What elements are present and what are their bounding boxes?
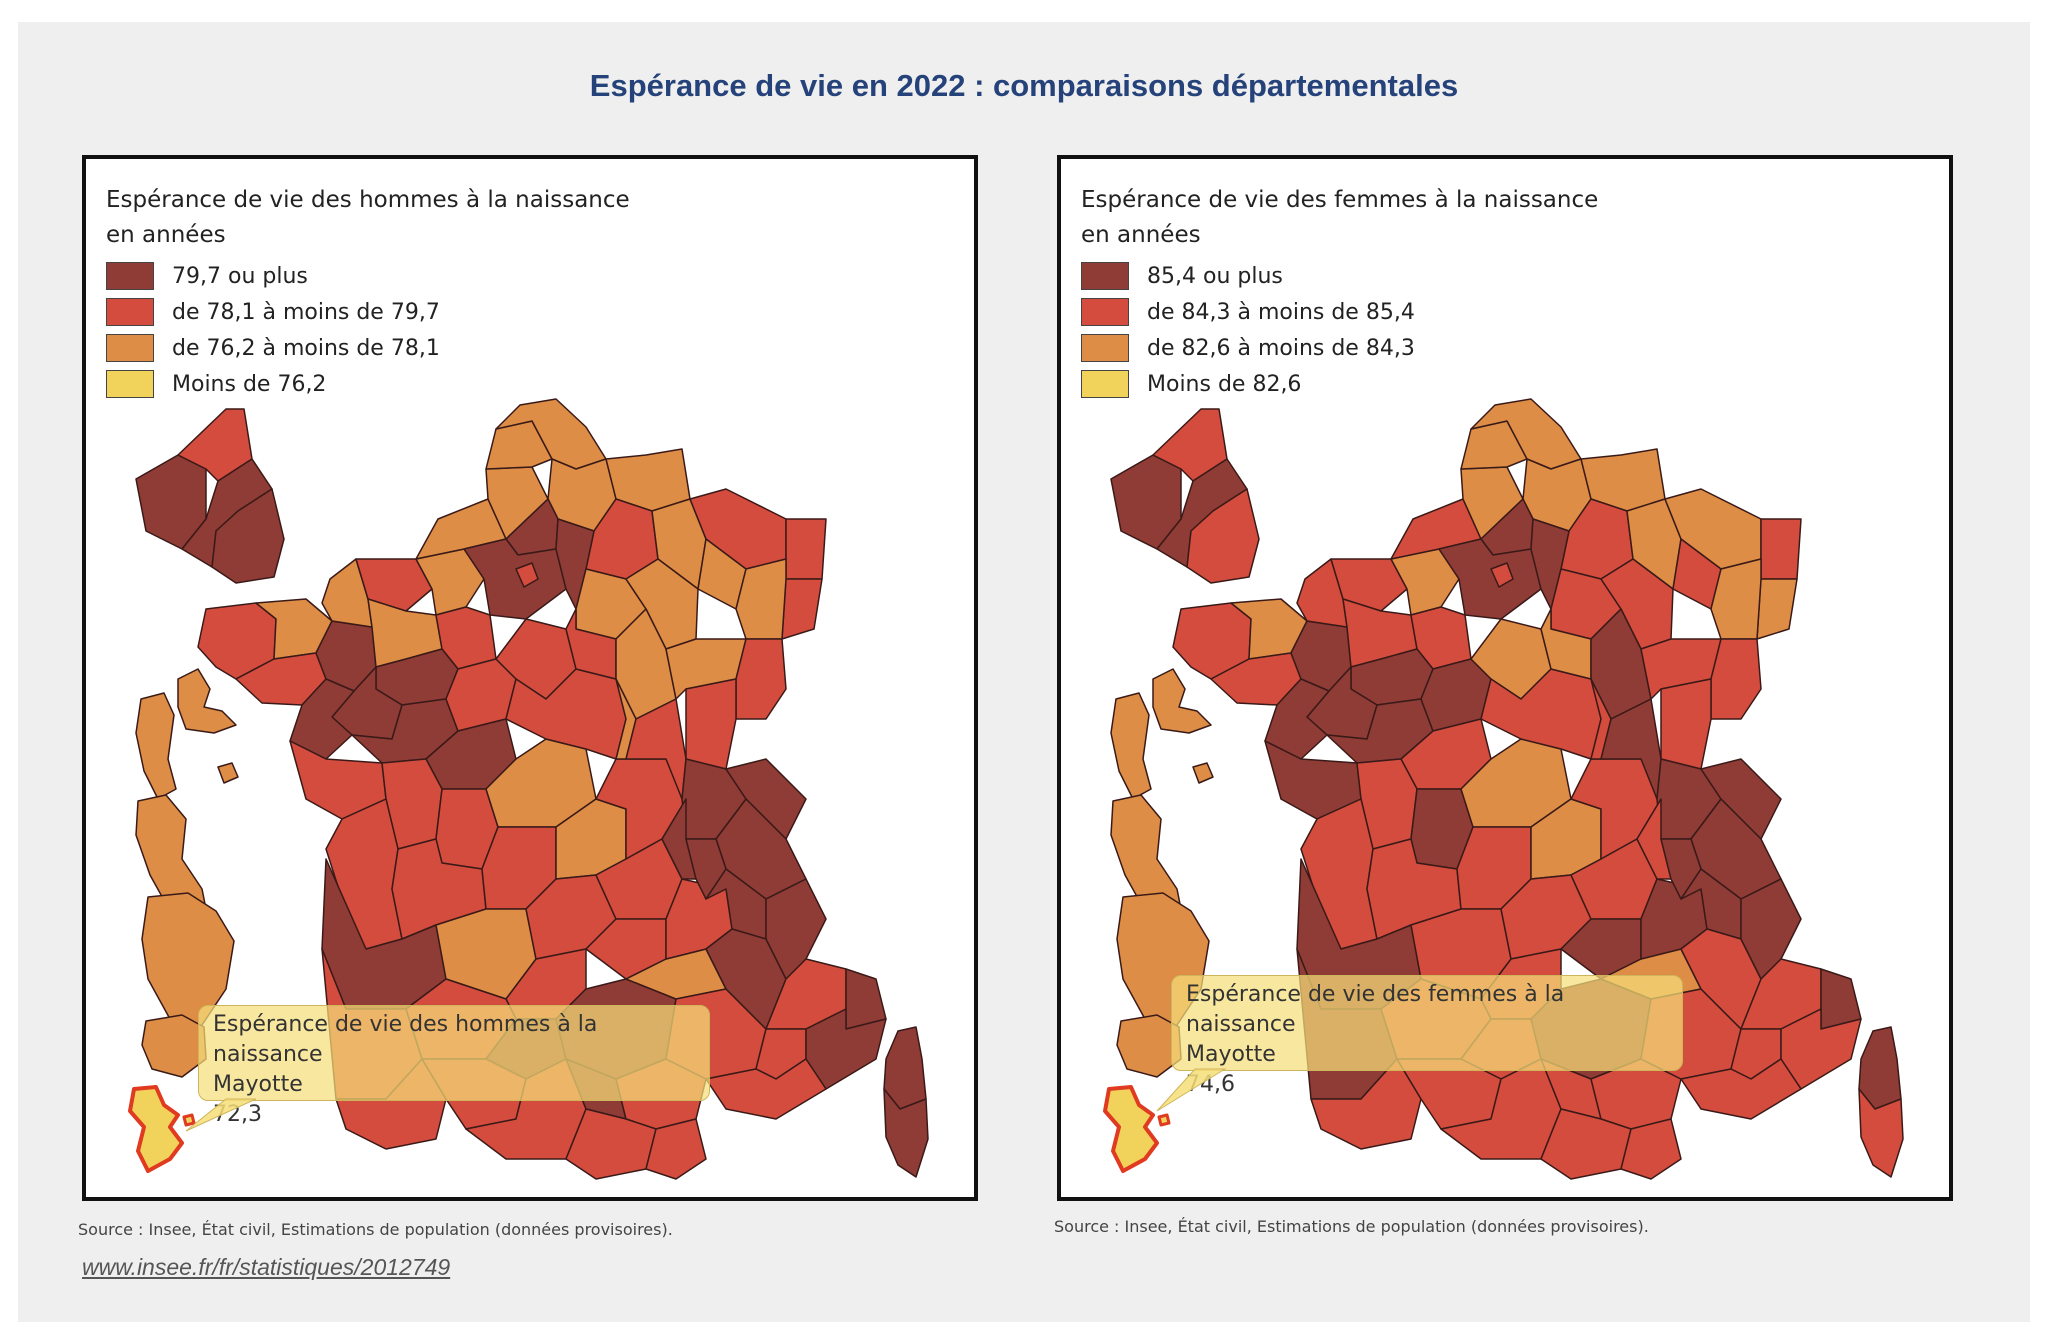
legend-item: de 84,3 à moins de 85,4 xyxy=(1081,294,1415,330)
map-region-haut-rhin xyxy=(1756,578,1798,640)
legend-swatch-yellow xyxy=(106,370,154,398)
map-region-pyrenees-orientales xyxy=(645,1118,707,1180)
legend-swatch-red xyxy=(1081,298,1129,326)
legend-label: de 76,2 à moins de 78,1 xyxy=(172,335,440,361)
map-region-pyrenees-atlantiques xyxy=(1310,1058,1422,1150)
map-region-mayotte-islet xyxy=(182,1113,196,1127)
map-region-haute-savoie xyxy=(1700,758,1782,840)
legend-title-line1: Espérance de vie des hommes à la naissan… xyxy=(106,187,630,213)
map-region-guadeloupe-east xyxy=(177,668,237,734)
map-region-bas-rhin xyxy=(1760,518,1802,580)
legend-title-line1: Espérance de vie des femmes à la naissan… xyxy=(1081,187,1599,213)
insee-link[interactable]: www.insee.fr/fr/statistiques/2012749 xyxy=(82,1254,451,1280)
legend-label: de 82,6 à moins de 84,3 xyxy=(1147,335,1415,361)
page-title: Espérance de vie en 2022 : comparaisons … xyxy=(589,68,1459,103)
map-region-doubs xyxy=(1710,638,1762,720)
legend-label: 79,7 ou plus xyxy=(172,263,308,289)
legend-swatch-red xyxy=(106,298,154,326)
map-region-bas-rhin xyxy=(785,518,827,580)
legend-swatch-dark xyxy=(106,262,154,290)
map-region-doubs xyxy=(735,638,787,720)
map-region-haut-rhin xyxy=(781,578,823,640)
legend-title-line2: en années xyxy=(1081,222,1201,248)
legend-item: 79,7 ou plus xyxy=(106,258,440,294)
map-region-paris-center xyxy=(1490,562,1514,588)
map-region-corse-south xyxy=(1858,1088,1904,1178)
legend-label: Moins de 76,2 xyxy=(172,371,327,397)
map-region-somme xyxy=(1460,466,1524,540)
map-region-guadeloupe-west xyxy=(135,692,177,800)
map-region-guadeloupe-east xyxy=(1152,668,1212,734)
map-panel-women: Espérance de vie des femmes à la naissan… xyxy=(1057,155,1953,1201)
map-region-mayotte-islet xyxy=(1157,1113,1171,1127)
map-region-paris-center xyxy=(515,562,539,588)
legend-swatch-orange xyxy=(1081,334,1129,362)
legend-label: Moins de 82,6 xyxy=(1147,371,1302,397)
legend-title: Espérance de vie des hommes à la naissan… xyxy=(106,183,630,253)
map-region-small-island xyxy=(217,762,239,784)
legend-label: de 78,1 à moins de 79,7 xyxy=(172,299,440,325)
tooltip-title: Espérance de vie des femmes à la naissan… xyxy=(1186,982,1565,1037)
legend: 79,7 ou plus de 78,1 à moins de 79,7 de … xyxy=(106,258,440,402)
map-region-somme xyxy=(485,466,549,540)
tooltip-value: 72,3 xyxy=(213,1102,262,1127)
map-region-haute-savoie xyxy=(725,758,807,840)
legend-item: de 78,1 à moins de 79,7 xyxy=(106,294,440,330)
legend-title-line2: en années xyxy=(106,222,226,248)
tooltip-value: 74,6 xyxy=(1186,1072,1235,1097)
map-region-idf-south xyxy=(1186,488,1260,584)
map-tooltip: Espérance de vie des hommes à la naissan… xyxy=(198,1005,710,1127)
legend-label: de 84,3 à moins de 85,4 xyxy=(1147,299,1415,325)
map-region-bouches-du-rhone xyxy=(1680,1058,1802,1120)
map-region-jura xyxy=(685,678,737,770)
legend-item: 85,4 ou plus xyxy=(1081,258,1415,294)
tooltip-region: Mayotte xyxy=(1186,1042,1276,1067)
map-panel-men: Espérance de vie des hommes à la naissan… xyxy=(82,155,978,1201)
legend-item: Moins de 76,2 xyxy=(106,366,440,402)
map-region-reunion xyxy=(141,1014,207,1078)
tooltip-region: Mayotte xyxy=(213,1072,303,1097)
map-region-pyrenees-orientales xyxy=(1620,1118,1682,1180)
map-region-mayotte xyxy=(128,1085,184,1173)
source-note-men: Source : Insee, État civil, Estimations … xyxy=(78,1220,673,1239)
map-region-corse-south xyxy=(883,1088,929,1178)
map-region-bouches-du-rhone xyxy=(705,1058,827,1120)
map-region-mayotte xyxy=(1103,1085,1159,1173)
legend-swatch-yellow xyxy=(1081,370,1129,398)
tooltip-title: Espérance de vie des hommes à la naissan… xyxy=(213,1012,598,1067)
map-region-idf-south xyxy=(211,488,285,584)
map-tooltip: Espérance de vie des femmes à la naissan… xyxy=(1171,975,1683,1097)
legend-item: de 76,2 à moins de 78,1 xyxy=(106,330,440,366)
legend-swatch-orange xyxy=(106,334,154,362)
map-region-guadeloupe-west xyxy=(1110,692,1152,800)
source-note-women: Source : Insee, État civil, Estimations … xyxy=(1054,1217,1649,1236)
legend-swatch-dark xyxy=(1081,262,1129,290)
legend-item: de 82,6 à moins de 84,3 xyxy=(1081,330,1415,366)
legend-item: Moins de 82,6 xyxy=(1081,366,1415,402)
legend-title: Espérance de vie des femmes à la naissan… xyxy=(1081,183,1598,253)
legend: 85,4 ou plus de 84,3 à moins de 85,4 de … xyxy=(1081,258,1415,402)
legend-label: 85,4 ou plus xyxy=(1147,263,1283,289)
map-region-small-island xyxy=(1192,762,1214,784)
map-region-reunion xyxy=(1116,1014,1182,1078)
map-region-jura xyxy=(1660,678,1712,770)
